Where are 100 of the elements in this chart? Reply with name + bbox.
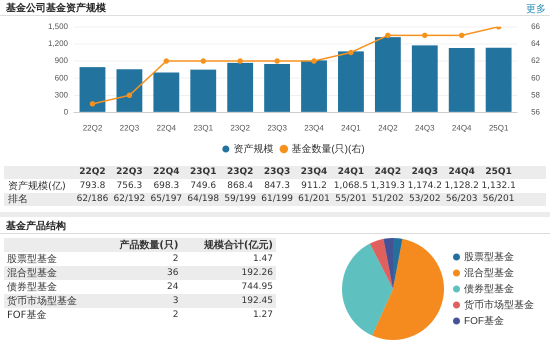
data-label: 756.3 <box>116 180 142 193</box>
legend-label: 债券型基金 <box>464 282 514 295</box>
point <box>311 58 317 64</box>
category-label: 24Q2 <box>374 167 402 177</box>
y-tick-label: 600 <box>54 73 69 82</box>
text: 排名 <box>8 193 28 206</box>
data-label: 3 <box>172 295 180 308</box>
legend-label: 混合型基金 <box>464 266 514 279</box>
point <box>200 58 206 64</box>
text: 59/199 <box>224 193 256 206</box>
y2-tick-label: 56 <box>531 108 541 117</box>
data-label: 1,068.5 <box>334 180 368 193</box>
text: 资产规模(亿) <box>8 180 66 193</box>
category-label: 24Q3 <box>412 167 438 177</box>
x-tick-label: 23Q1 <box>193 123 214 132</box>
bar <box>412 45 438 112</box>
category-label: 23Q3 <box>264 167 290 177</box>
data-label: 749.6 <box>190 180 216 193</box>
category-label: 24Q1 <box>338 167 364 177</box>
x-tick-label: 23Q4 <box>304 123 324 132</box>
point <box>458 32 464 38</box>
y-tick-label: 300 <box>54 90 69 100</box>
x-tick-label: 24Q1 <box>341 123 362 132</box>
x-tick-label: 23Q3 <box>267 123 288 132</box>
data-label: 698.3 <box>153 180 180 193</box>
bar <box>190 70 216 112</box>
legend-label: 资产规模 <box>233 142 274 155</box>
category-label: 22Q2 <box>79 167 106 177</box>
text: 51/202 <box>372 193 404 206</box>
y2-tick-label: 64 <box>531 39 541 48</box>
data-label: 1,174.2 <box>408 180 442 193</box>
text: 1.47 <box>252 254 273 264</box>
text: 53/202 <box>408 193 441 206</box>
bar <box>264 64 290 112</box>
chart-title: 基金公司基金资产规模 <box>6 2 106 15</box>
data-label: 1,132.1 <box>481 180 516 193</box>
data-label: 868.4 <box>227 180 254 193</box>
legend-label: 货币市场型基金 <box>464 298 534 311</box>
y-tick-label: 1,500 <box>48 22 69 32</box>
x-tick-label: 22Q2 <box>82 123 103 132</box>
data-label: 911.2 <box>301 180 327 193</box>
category-label: 22Q4 <box>153 167 180 177</box>
category-label: 24Q4 <box>448 167 475 177</box>
x-tick-label: 24Q3 <box>415 123 436 132</box>
bar <box>227 62 254 112</box>
text: 62/186 <box>76 193 108 206</box>
y2-tick-label: 60 <box>531 73 541 82</box>
text: 61/201 <box>298 193 330 206</box>
data-label: 847.3 <box>264 180 290 193</box>
point <box>126 92 132 98</box>
legend-label: 基金数量(只)(右) <box>291 142 365 155</box>
legend-label: 股票型基金 <box>464 250 514 263</box>
bar <box>448 48 475 112</box>
text: 56/201 <box>482 193 514 206</box>
y2-tick-label: 58 <box>531 90 541 100</box>
bar <box>153 72 180 112</box>
y2-tick-label: 62 <box>531 56 541 66</box>
category-label: 23Q4 <box>300 167 328 177</box>
point <box>274 58 280 64</box>
point <box>164 58 170 64</box>
data-label: 1,319.3 <box>370 180 406 193</box>
category-label: 23Q2 <box>226 167 254 177</box>
bar <box>116 69 142 112</box>
data-label: 1,128.2 <box>444 180 479 193</box>
data-label: 24 <box>166 281 180 294</box>
category-label: 股票型基金 <box>7 254 57 265</box>
x-tick-label: 22Q4 <box>156 123 177 132</box>
bar <box>486 48 512 112</box>
category-label: 23Q1 <box>190 167 216 177</box>
x-tick-label: 22Q3 <box>120 123 140 132</box>
text: 更多 <box>526 3 546 16</box>
category-label: 22Q3 <box>116 167 143 177</box>
category-label: 债券型基金 <box>7 282 57 293</box>
y2-tick-label: 66 <box>531 22 541 32</box>
text: 56/203 <box>446 193 478 206</box>
point <box>422 32 428 38</box>
bar <box>374 37 401 112</box>
text: 744.95 <box>242 282 273 292</box>
text: 61/199 <box>261 193 293 206</box>
y-tick-label: 0 <box>64 108 69 117</box>
text: 64/198 <box>187 193 220 206</box>
bar <box>338 51 364 112</box>
bar <box>80 67 106 112</box>
text: 基金产品结构 <box>6 220 66 233</box>
data-label: 793.8 <box>80 180 106 193</box>
point <box>237 58 243 64</box>
category-label: FOF基金 <box>7 310 46 321</box>
legend-label: FOF基金 <box>464 314 504 327</box>
bar <box>301 60 327 112</box>
y-tick-label: 900 <box>54 56 69 66</box>
category-label: 25Q1 <box>485 167 512 177</box>
text: 1.27 <box>252 310 273 320</box>
x-tick-label: 25Q1 <box>488 123 509 132</box>
x-tick-label: 24Q4 <box>452 123 472 132</box>
text: 65/197 <box>150 193 182 206</box>
point <box>348 50 354 56</box>
y-tick-label: 1,200 <box>48 39 69 48</box>
data-label: 36 <box>166 267 180 280</box>
text: 62/192 <box>114 193 146 206</box>
point <box>385 32 391 38</box>
